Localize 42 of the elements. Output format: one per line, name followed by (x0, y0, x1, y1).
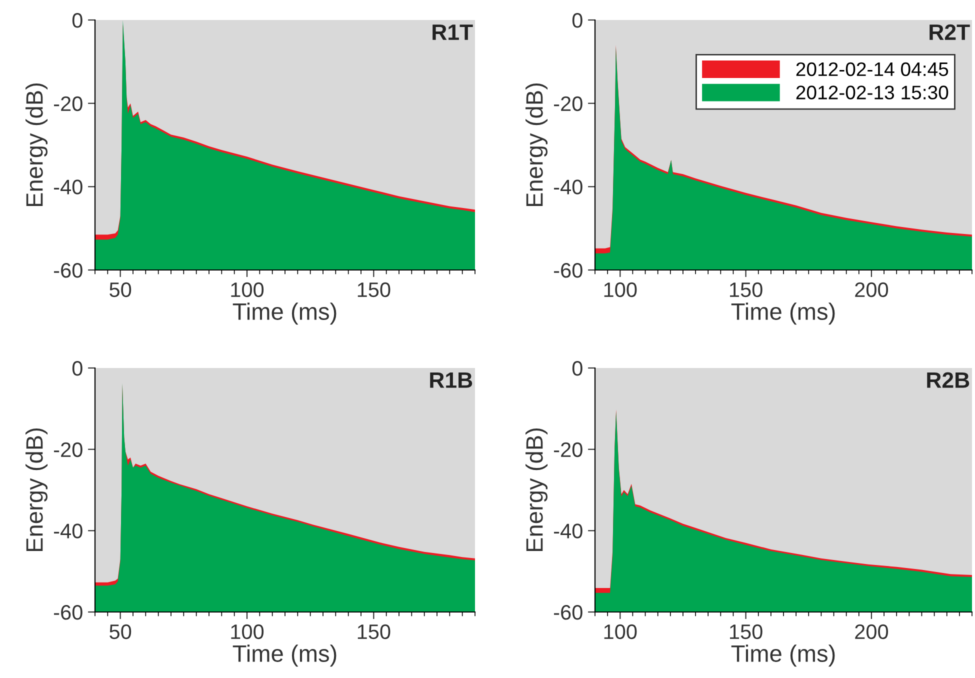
y-tick-label: -20 (54, 96, 82, 112)
x-tick-label: 50 (110, 624, 132, 640)
x-tick-label: 100 (604, 282, 637, 298)
y-tick-label: -20 (554, 96, 582, 112)
legend-label: 2012-02-14 04:45 (796, 62, 948, 76)
x-tick-label: 150 (730, 282, 762, 298)
chart-title: R2T (930, 24, 970, 40)
y-tick-label: -40 (54, 180, 82, 194)
legend-label: 2012-02-13 15:30 (796, 86, 948, 100)
y-tick-label: 0 (572, 361, 582, 376)
chart-title: R1T (432, 24, 473, 40)
y-tick-label: -60 (554, 605, 582, 620)
x-tick-label: 100 (231, 624, 264, 640)
y-tick-label: -60 (54, 605, 82, 620)
x-axis-title: Time (ms) (232, 302, 336, 325)
y-tick-label: 0 (72, 361, 82, 376)
chart-title: R1B (430, 372, 472, 388)
x-tick-label: 150 (358, 282, 390, 298)
x-tick-label: 100 (604, 624, 637, 640)
y-axis-title: Energy (dB) (526, 83, 548, 206)
chart-title: R2B (927, 372, 970, 388)
y-tick-label: 0 (572, 13, 582, 28)
y-tick-label: -60 (54, 263, 82, 278)
x-tick-label: 150 (358, 624, 390, 640)
y-tick-label: -40 (54, 524, 82, 538)
x-tick-label: 100 (231, 282, 264, 298)
x-tick-label: 200 (855, 624, 888, 640)
x-tick-label: 150 (730, 624, 762, 640)
y-axis-title: Energy (dB) (526, 428, 548, 552)
y-tick-label: -60 (554, 263, 582, 278)
y-tick-label: -40 (554, 524, 582, 538)
y-axis-title: Energy (dB) (26, 428, 48, 552)
x-axis-title: Time (ms) (232, 644, 336, 667)
x-tick-label: 200 (855, 282, 888, 298)
y-tick-label: -20 (554, 442, 582, 458)
y-tick-label: -40 (554, 180, 582, 194)
y-tick-label: 0 (72, 13, 82, 28)
y-tick-label: -20 (54, 442, 82, 458)
y-axis-title: Energy (dB) (26, 83, 48, 206)
x-axis-title: Time (ms) (731, 644, 835, 667)
x-tick-label: 50 (110, 282, 132, 298)
x-axis-title: Time (ms) (731, 302, 835, 325)
